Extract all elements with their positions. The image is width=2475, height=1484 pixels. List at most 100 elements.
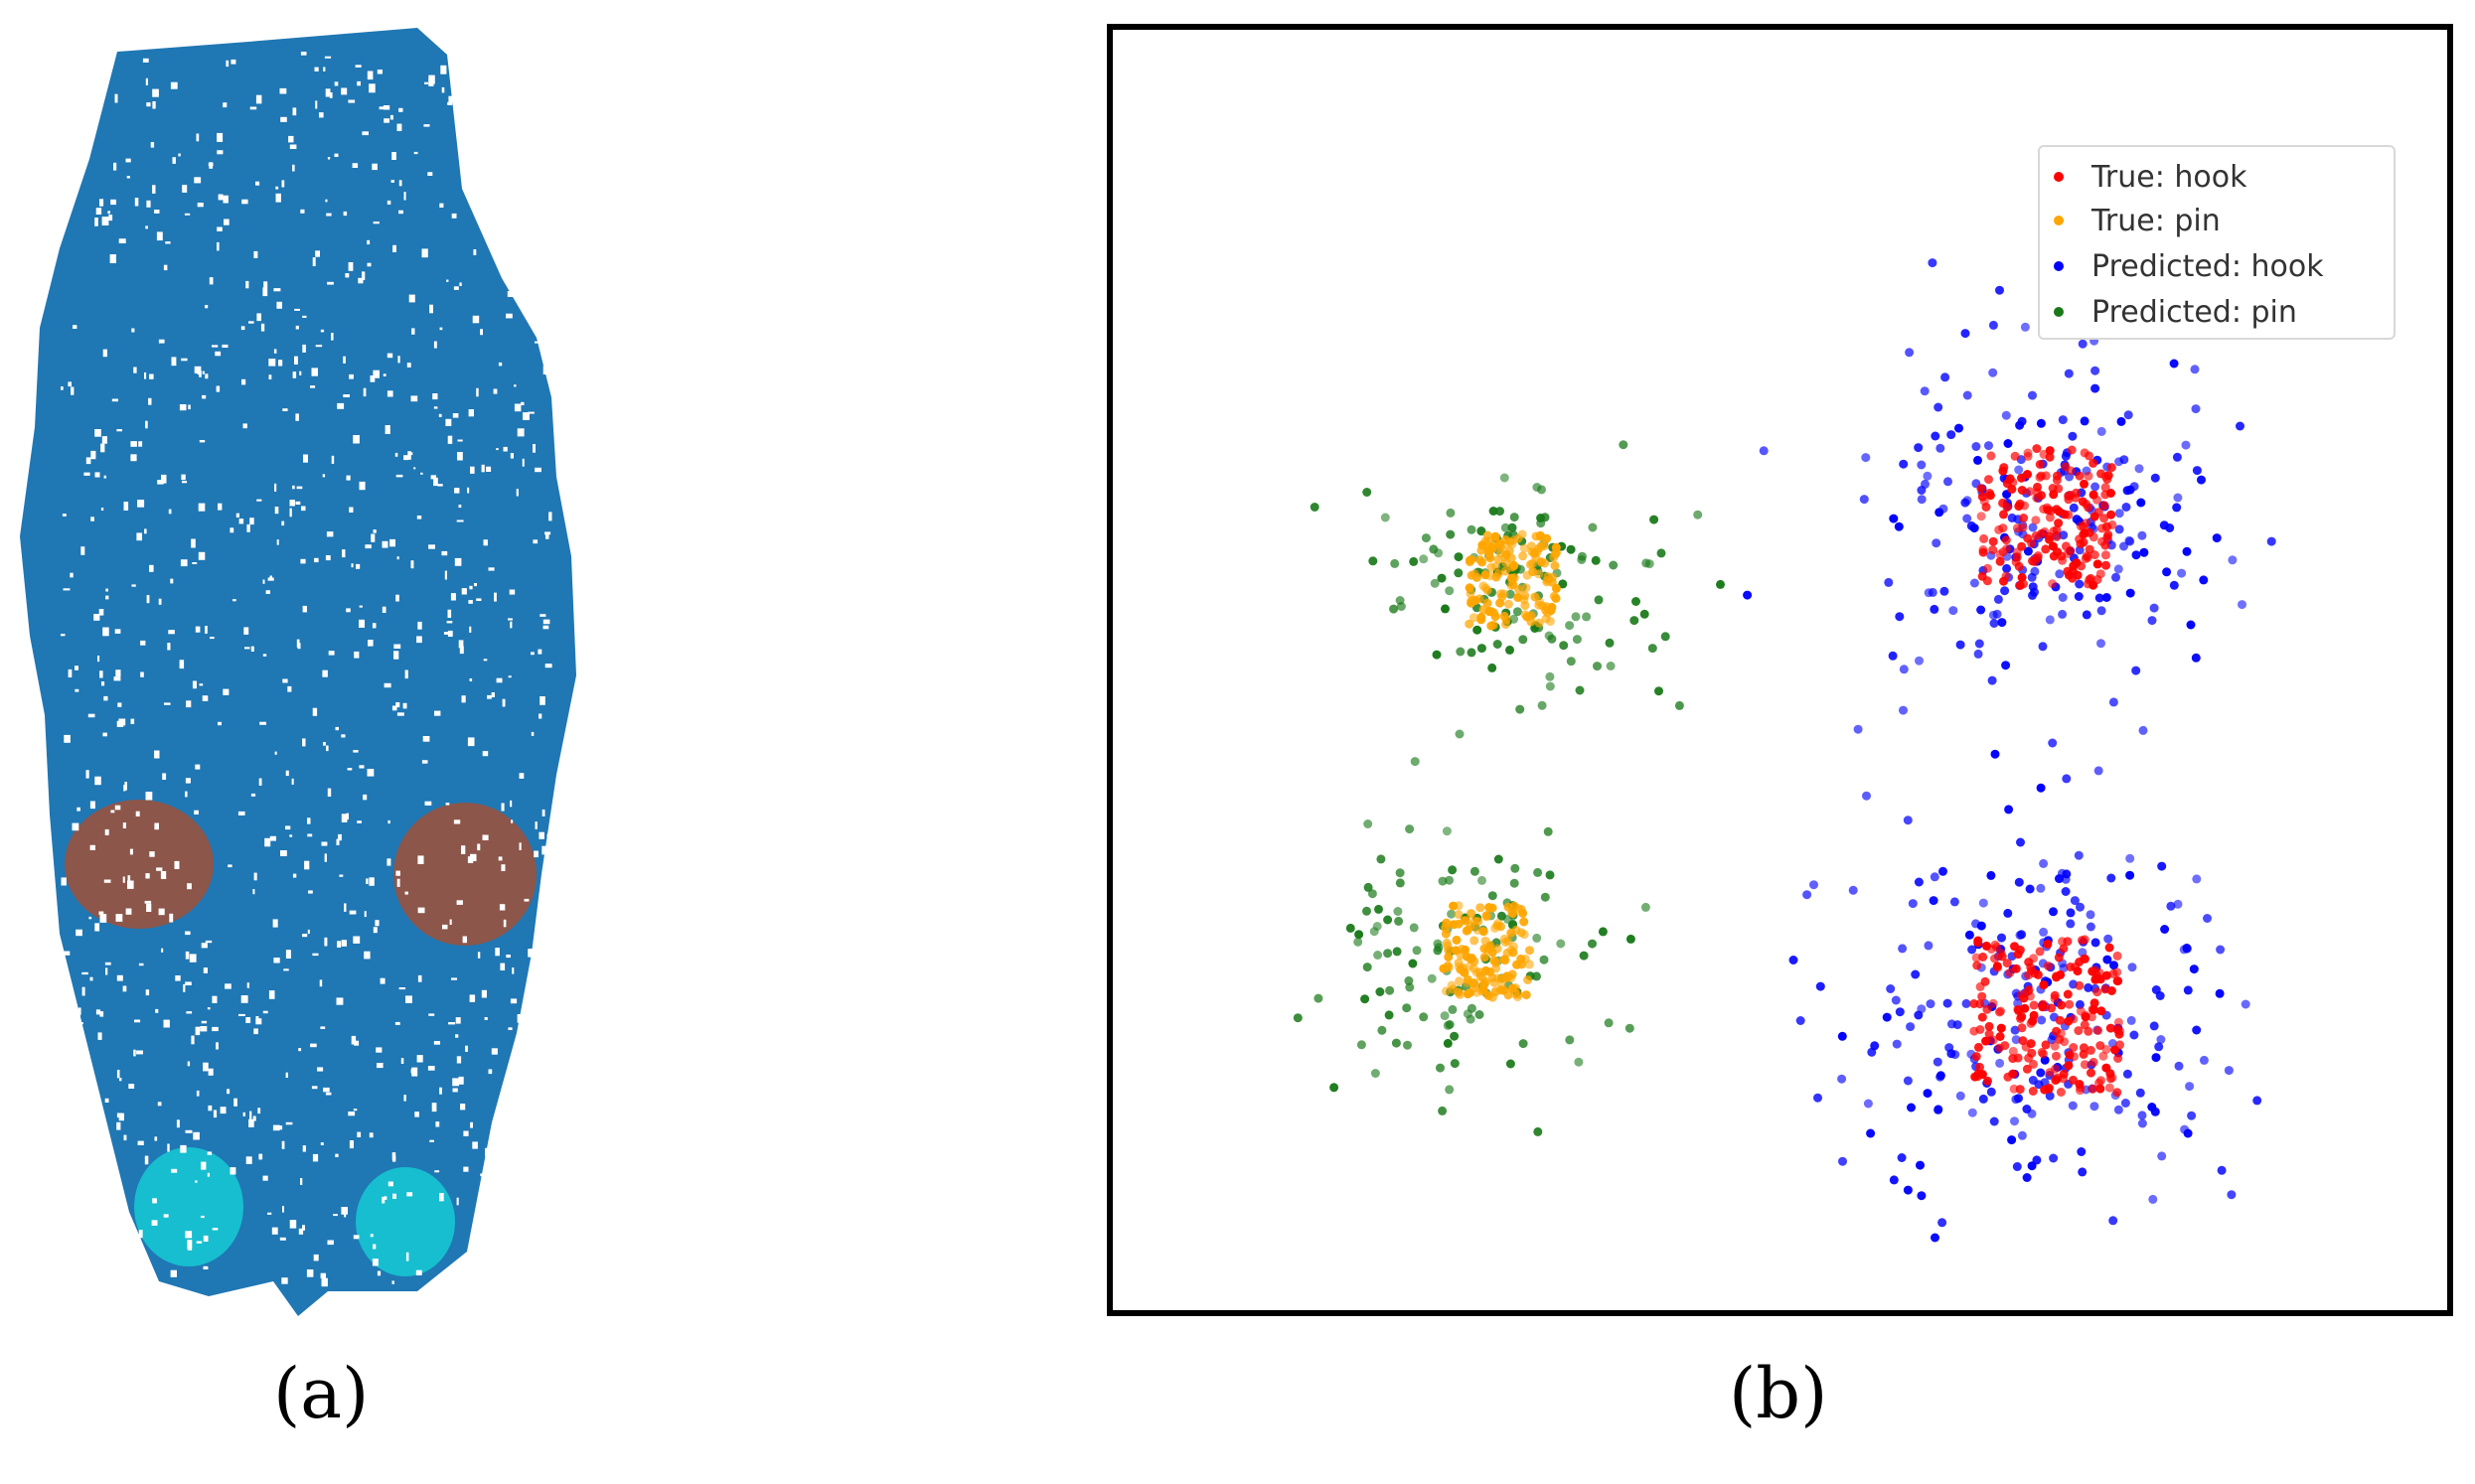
scatter-point [2073,570,2083,580]
point-cloud-gap [486,1197,494,1203]
scatter-point [1482,585,1492,595]
point-cloud-gap [185,1231,193,1239]
point-cloud-gap [522,458,525,467]
point-cloud-gap [382,606,387,613]
point-cloud-gap [322,669,328,677]
point-cloud-gap [113,676,121,681]
point-cloud-gap [543,88,548,94]
point-cloud-gap [252,889,255,895]
point-cloud-gap [394,452,398,457]
point-cloud-gap [335,1153,339,1157]
scatter-point [1894,521,1904,531]
scatter-point [1493,919,1503,929]
point-cloud-gap [273,288,281,292]
point-cloud-gap [474,583,477,587]
point-cloud-gap [473,249,477,255]
scatter-point [2186,620,2196,630]
scatter-point [1693,510,1703,519]
scatter-point [2063,989,2073,999]
point-cloud-gap [280,850,287,856]
point-cloud-gap [414,1112,419,1117]
point-cloud-gap [210,637,215,640]
point-cloud-gap [353,1235,360,1240]
scatter-point [2070,1052,2079,1062]
point-cloud-gap [541,809,545,816]
scatter-point [1476,545,1486,555]
point-cloud-gap [258,1153,263,1160]
point-cloud-gap [61,125,68,135]
point-cloud-gap [281,180,285,188]
point-cloud-gap [62,514,67,517]
point-cloud-gap [411,328,415,335]
point-cloud-gap [341,814,348,822]
scatter-point [1619,440,1628,450]
scatter-point [1942,998,1952,1008]
point-cloud-gap [550,164,554,173]
point-cloud-gap [127,880,134,889]
scatter-point [2064,1061,2074,1071]
point-cloud-gap [387,200,391,205]
scatter-point [2103,530,2113,539]
point-cloud-gap [289,508,292,518]
point-cloud-gap [327,788,332,797]
point-cloud-gap [255,94,262,104]
point-cloud-gap [467,487,470,494]
scatter-point [2078,1167,2088,1177]
scatter-point [1988,998,1998,1008]
scatter-point [2106,873,2116,883]
scatter-point [2017,1012,2027,1022]
point-cloud-gap [232,599,236,602]
scatter-point [1949,897,1959,907]
scatter-point [2069,1043,2079,1052]
point-cloud-gap [199,440,206,443]
scatter-point [1508,948,1518,958]
scatter-point [1931,1233,1939,1243]
point-cloud-gap [170,578,174,584]
scatter-point [1466,955,1475,964]
point-cloud-gap [417,621,422,630]
point-cloud-gap [396,712,404,716]
scatter-point [2015,499,2025,509]
scatter-point [1345,923,1355,933]
scatter-point [1889,1175,1899,1185]
scatter-point [2000,1041,2010,1051]
point-cloud-gap [354,1040,360,1046]
point-cloud-gap [393,644,401,649]
point-cloud-gap [75,688,79,692]
point-cloud-gap [75,666,78,670]
point-cloud-gap [539,713,542,719]
scatter-point [1989,1116,1999,1126]
point-cloud-gap [185,931,191,936]
point-cloud-gap [152,185,156,194]
scatter-point [2125,588,2135,598]
point-cloud-gap [114,93,118,103]
scatter-point [1419,1012,1429,1022]
scatter-point [1537,700,1547,710]
point-cloud-gap [198,551,206,560]
point-cloud-gap [253,1028,258,1035]
point-cloud-gap [403,192,406,201]
point-cloud-gap [145,420,148,429]
scatter-point [2041,1040,2051,1050]
scatter-point [1440,1011,1450,1021]
scatter-point [1988,1035,1998,1045]
point-cloud-gap [341,734,346,738]
point-cloud-gap [296,486,303,490]
point-cloud-gap [355,65,362,68]
point-cloud-gap [403,1095,406,1102]
scatter-point [2119,455,2129,465]
point-cloud-gap [145,792,153,801]
point-cloud-gap [307,929,310,935]
point-cloud-gap [433,406,438,409]
scatter-point [2019,993,2029,1003]
scatter-point [1499,473,1509,483]
point-cloud-gap [146,200,151,208]
scatter-point [2092,987,2102,997]
point-cloud-gap [276,301,282,309]
point-cloud-gap [441,550,448,556]
point-cloud-gap [135,811,140,816]
point-cloud-gap [405,1252,409,1261]
point-cloud-gap [546,833,551,840]
point-cloud-gap [501,803,505,812]
scatter-point [2156,1035,2166,1044]
